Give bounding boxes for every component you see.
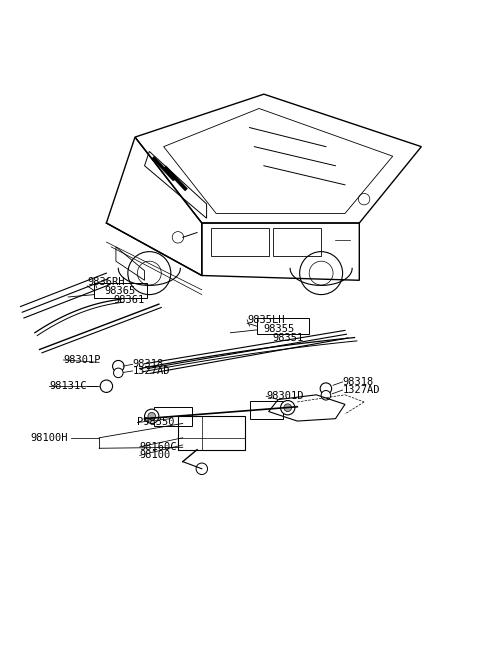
Bar <box>95 283 147 298</box>
Text: 1327AD: 1327AD <box>132 366 170 376</box>
Circle shape <box>284 404 291 411</box>
Text: 9836RH: 9836RH <box>87 277 125 287</box>
Circle shape <box>100 380 113 392</box>
Bar <box>154 407 192 426</box>
Text: 9835LH: 9835LH <box>247 315 285 325</box>
Polygon shape <box>152 156 176 181</box>
Text: 98365: 98365 <box>104 286 135 297</box>
Text: 1327AD: 1327AD <box>343 385 380 395</box>
Text: P98350: P98350 <box>137 417 175 428</box>
Text: 98301D: 98301D <box>266 391 304 401</box>
Text: 98351: 98351 <box>273 333 304 343</box>
Bar <box>257 318 309 334</box>
Polygon shape <box>164 166 188 191</box>
Circle shape <box>281 401 295 415</box>
Circle shape <box>320 383 332 394</box>
Circle shape <box>321 390 331 400</box>
Circle shape <box>148 413 156 420</box>
Text: 98361: 98361 <box>114 295 145 305</box>
Circle shape <box>114 368 123 378</box>
Bar <box>178 417 245 450</box>
Text: 98100H: 98100H <box>30 433 68 443</box>
Circle shape <box>113 360 124 372</box>
Text: 98131C: 98131C <box>49 381 86 391</box>
Text: 98301P: 98301P <box>63 355 101 365</box>
Circle shape <box>144 409 159 423</box>
Text: 98318: 98318 <box>343 377 374 387</box>
Text: 98355: 98355 <box>263 325 294 335</box>
Text: 98100: 98100 <box>140 451 171 461</box>
Text: 98318: 98318 <box>132 359 164 369</box>
Bar <box>250 401 283 419</box>
Text: 98160C: 98160C <box>140 442 177 452</box>
